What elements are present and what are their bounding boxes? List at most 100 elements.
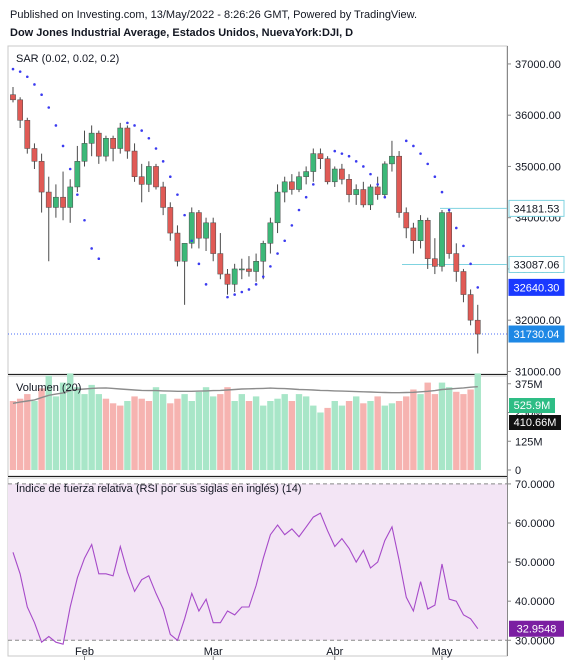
candle-body [138, 176, 145, 185]
sar-dot [240, 290, 244, 294]
sar-dot [469, 262, 472, 266]
candle-body [446, 212, 452, 254]
volume-bar [188, 401, 195, 470]
price-marker-label: 31730.04 [514, 329, 560, 341]
x-axis-label: May [432, 646, 453, 658]
volume-bar [59, 382, 67, 470]
sar-dot [347, 154, 351, 158]
candle-body [210, 222, 217, 254]
volume-bar [131, 396, 138, 470]
sar-dot [254, 283, 258, 286]
candle-body [217, 253, 224, 275]
rsi-band-fill [8, 483, 507, 641]
candle-body [410, 227, 417, 241]
candle-body [146, 166, 152, 185]
sar-dot [412, 144, 415, 148]
candle-body [346, 179, 352, 195]
candle-body [246, 268, 252, 272]
price-axis-label: 31000.00 [515, 366, 561, 378]
candle-body [231, 268, 238, 285]
x-axis-label: Feb [75, 646, 94, 658]
volume-bar [274, 398, 281, 470]
candle-body [67, 186, 74, 208]
volume-bar [360, 403, 367, 470]
sar-dot [169, 175, 172, 178]
volume-bar [317, 412, 324, 470]
sar-dot [419, 152, 422, 155]
candle-body [353, 189, 360, 195]
candle-body [181, 243, 188, 262]
sar-dot [147, 136, 151, 140]
volume-bar [159, 394, 167, 470]
price-marker-label: 32640.30 [514, 282, 560, 294]
candle-body [60, 196, 66, 208]
volume-bar [474, 373, 481, 470]
volume-axis-label: 0 [515, 465, 521, 477]
candle-body [453, 253, 460, 272]
volume-axis-label: 125M [515, 436, 543, 448]
volume-bar [138, 398, 145, 470]
candle-body [45, 191, 52, 208]
candle-body [360, 189, 367, 206]
sar-dot [154, 147, 158, 150]
volume-bar [467, 389, 474, 470]
x-axis-label: Mar [204, 646, 223, 658]
volume-title: Volumen (20) [16, 382, 81, 394]
candle-body [167, 207, 174, 234]
candle-body [389, 155, 395, 165]
candle-body [310, 153, 317, 172]
rsi-axis-label: 70.0000 [515, 479, 555, 491]
volume-ma-marker-label: 410.66M [514, 417, 557, 429]
volume-bar [310, 405, 317, 470]
candle-body [260, 243, 267, 262]
candle-body [296, 176, 302, 190]
volume-bar [431, 394, 439, 470]
volume-bar [38, 388, 45, 470]
price-marker-label: 34181.53 [514, 203, 560, 215]
candle-body [403, 212, 410, 229]
rsi-last-label: 32.9548 [517, 624, 557, 636]
sar-dot [362, 165, 365, 168]
candle-body [153, 166, 159, 188]
sar-dot [297, 208, 301, 212]
candle-body [417, 220, 424, 241]
candle-body [460, 271, 467, 295]
volume-ma-line [12, 386, 478, 404]
sar-dot [455, 226, 458, 230]
sar-dot [247, 288, 251, 291]
candle-body [381, 163, 388, 195]
volume-bar [74, 387, 81, 470]
volume-bar [102, 398, 110, 470]
candle-body [160, 186, 167, 208]
sar-dot [18, 70, 22, 73]
volume-bar [453, 391, 460, 470]
volume-bar [109, 403, 117, 470]
volume-bar [238, 394, 245, 470]
sar-dot [140, 129, 143, 132]
sar-dot [68, 167, 72, 171]
sar-dot [97, 257, 101, 260]
volume-bar [367, 401, 374, 470]
sar-dot [376, 183, 379, 186]
sar-dot [204, 283, 208, 286]
candle-body [303, 171, 309, 177]
volume-bar [88, 384, 95, 470]
candle-body [367, 186, 374, 206]
volume-bar [345, 401, 353, 470]
volume-bar [374, 396, 381, 470]
candle-body [203, 222, 209, 239]
volume-bar [81, 394, 88, 470]
volume-bar [124, 401, 131, 470]
candle-body [474, 319, 481, 335]
sar-dot [54, 124, 58, 127]
sar-dot [126, 121, 129, 125]
candle-body [38, 161, 45, 193]
sar-dot [83, 218, 86, 222]
x-axis-label: Abr [326, 646, 343, 658]
sar-dot [47, 106, 51, 109]
sar-dot [290, 224, 294, 227]
sar-dot [476, 286, 480, 289]
candle-body [10, 94, 16, 101]
sar-dot [426, 162, 430, 166]
volume-bar [31, 401, 38, 470]
